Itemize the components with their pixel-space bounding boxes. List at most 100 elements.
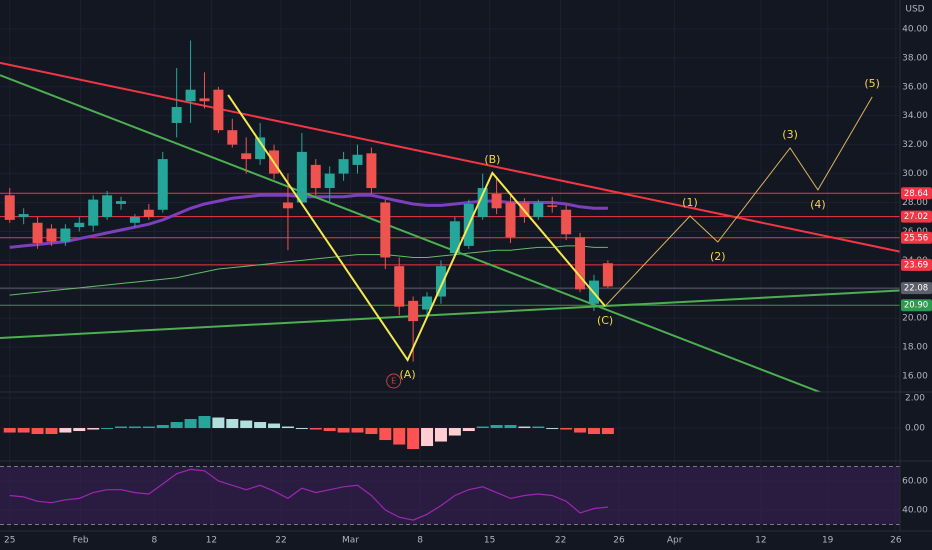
macd-bar — [560, 428, 573, 430]
macd-bar — [59, 428, 72, 433]
macd-bar — [434, 428, 447, 442]
candle-body — [227, 130, 238, 145]
price-tag-label: 28.64 — [904, 189, 928, 199]
macd-bar — [254, 422, 267, 429]
macd-bar — [462, 428, 475, 432]
x-tick-label: 26 — [613, 536, 625, 546]
candle-body — [116, 201, 127, 204]
rsi-line — [9, 468, 608, 521]
macd-bar — [574, 428, 587, 433]
y-tick-label: 2.00 — [905, 394, 925, 404]
y-tick-label: 40.00 — [902, 24, 928, 34]
candle-body — [505, 202, 516, 238]
candle-body — [366, 153, 377, 189]
x-tick-label: 22 — [275, 536, 286, 546]
y-tick-label: 28.00 — [902, 198, 928, 208]
x-tick-label: Feb — [73, 536, 89, 546]
price-tag-label: 22.08 — [904, 284, 928, 294]
x-tick-label: Apr — [667, 536, 683, 546]
candle-body — [241, 153, 252, 160]
macd-bar — [240, 420, 253, 429]
currency-label: USD — [905, 5, 924, 15]
macd-bar — [351, 428, 364, 433]
wave-label: (2) — [710, 250, 726, 263]
moving-average — [9, 193, 608, 249]
macd-bar — [407, 428, 420, 450]
candle-body — [324, 173, 335, 189]
macd-bar — [504, 425, 517, 429]
candle-body — [102, 195, 113, 217]
macd-bar — [393, 428, 406, 445]
candle-body — [477, 188, 488, 217]
candle-body — [143, 209, 154, 217]
candle-body — [575, 237, 586, 290]
candle-body — [157, 159, 168, 210]
candle-body — [255, 137, 266, 160]
x-tick-label: 15 — [484, 536, 495, 546]
trendline — [0, 74, 823, 392]
macd-bar — [518, 426, 531, 429]
candle-body — [199, 98, 210, 102]
macd-bar — [156, 425, 169, 429]
macd-bar — [448, 428, 461, 436]
candle-body — [602, 263, 613, 287]
earnings-label: E — [391, 377, 396, 386]
macd-bar — [365, 428, 378, 435]
candle-body — [296, 151, 307, 203]
price-tag-label: 23.69 — [904, 260, 928, 270]
candle-body — [32, 222, 43, 244]
macd-bar — [490, 425, 503, 429]
macd-bar — [87, 428, 100, 430]
macd-bar — [115, 426, 128, 429]
price-tag — [901, 231, 932, 244]
macd-bar — [601, 428, 614, 435]
candle-body — [74, 222, 85, 228]
x-tick-label: 8 — [417, 536, 423, 546]
macd-bar — [295, 428, 308, 430]
moving-average — [9, 245, 608, 296]
price-tag-label: 25.56 — [904, 233, 928, 243]
macd-bar — [268, 423, 281, 429]
candle-body — [491, 193, 502, 209]
macd-bar — [184, 419, 197, 429]
price-tag — [901, 258, 932, 271]
candle-body — [185, 89, 196, 102]
macd-bar — [587, 428, 600, 435]
candle-body — [282, 202, 293, 209]
macd-bar — [337, 428, 350, 433]
candle-body — [310, 164, 321, 189]
candle-body — [60, 228, 71, 242]
macd-bar — [546, 428, 559, 430]
x-tick-label: 12 — [755, 536, 766, 546]
macd-bar — [31, 428, 44, 435]
y-tick-label: 20.00 — [902, 314, 928, 324]
y-tick-label: 16.00 — [902, 372, 928, 382]
candle-body — [46, 228, 57, 242]
x-tick-label: 25 — [4, 536, 15, 546]
y-tick-label: 34.00 — [902, 111, 928, 121]
price-tag-label: 27.02 — [904, 212, 928, 222]
candle-body — [88, 199, 99, 226]
macd-bar — [421, 428, 434, 447]
macd-bar — [142, 426, 155, 429]
macd-bar — [532, 426, 545, 429]
x-tick-label: 8 — [152, 536, 158, 546]
y-tick-label: 60.00 — [902, 476, 928, 486]
wave-path — [227, 94, 606, 363]
wave-path — [604, 96, 873, 307]
candle-body — [394, 266, 405, 307]
candle-body — [18, 214, 29, 217]
candle-body — [352, 154, 363, 165]
rsi-band — [0, 466, 900, 525]
candle-body — [449, 221, 460, 254]
wave-label: (4) — [810, 198, 826, 211]
x-tick-label: 19 — [822, 536, 834, 546]
macd-bar — [476, 426, 489, 429]
earnings-marker — [386, 373, 402, 389]
x-tick-label: Mar — [342, 536, 359, 546]
y-tick-label: 0.00 — [905, 424, 925, 434]
y-tick-label: 38.00 — [902, 53, 928, 63]
macd-bar — [170, 422, 183, 429]
